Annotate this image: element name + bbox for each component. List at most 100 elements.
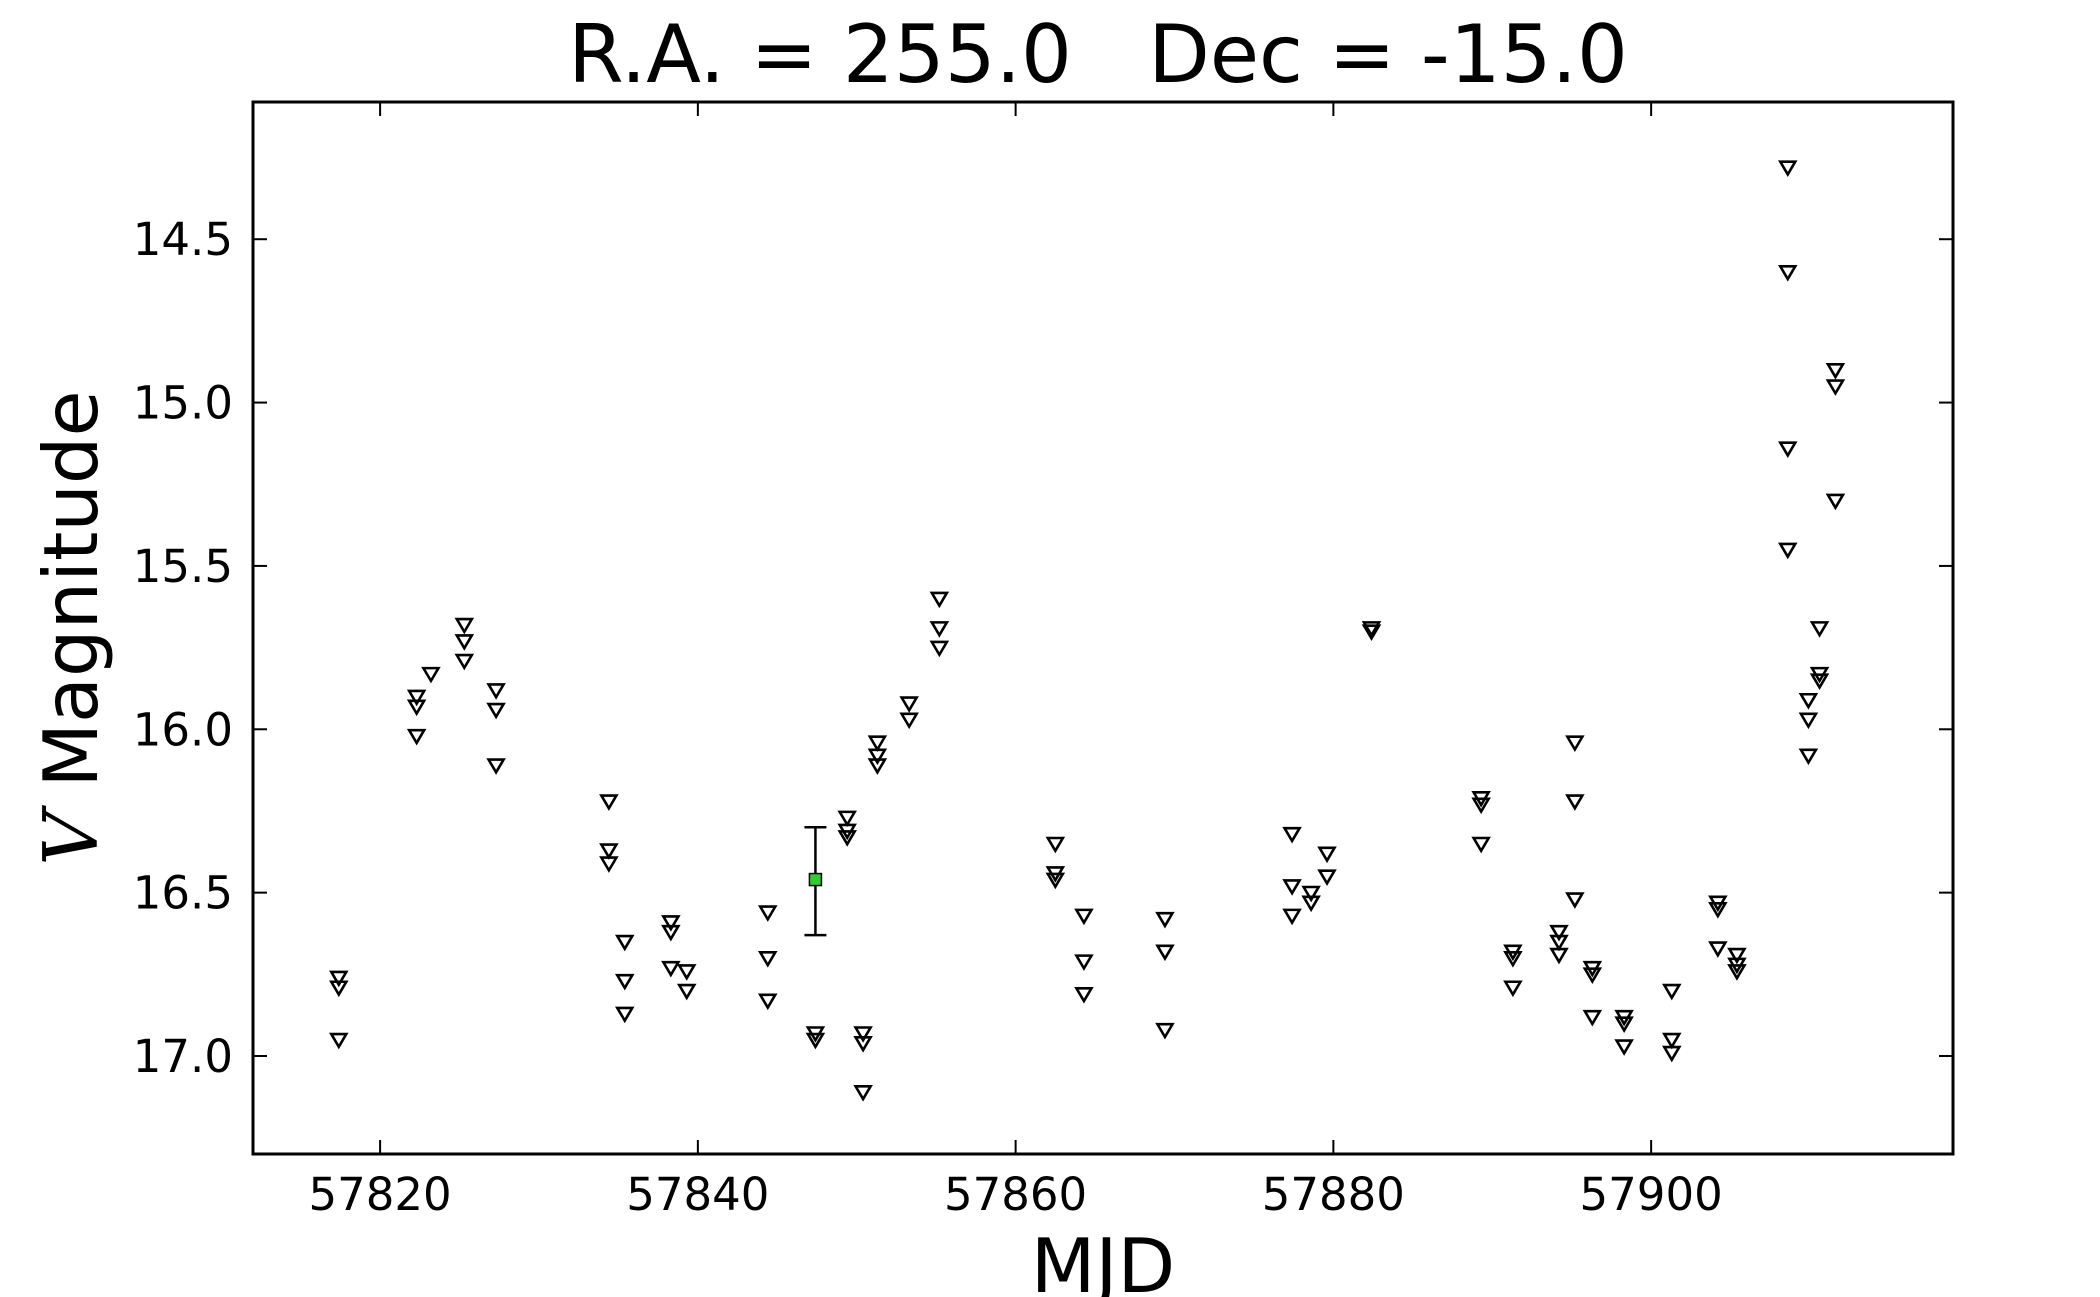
upper-limit-point bbox=[1565, 892, 1585, 909]
upper-limit-point bbox=[929, 640, 950, 658]
x-tick-label: 57900 bbox=[1580, 1168, 1723, 1221]
x-tick-label: 57860 bbox=[944, 1168, 1087, 1221]
upper-limit-point bbox=[1282, 826, 1302, 844]
upper-limit-point bbox=[899, 712, 919, 730]
chart-title: R.A. = 255.0 Dec = -15.0 bbox=[568, 8, 1628, 101]
y-tick-label: 16.0 bbox=[133, 703, 233, 756]
upper-limit-point bbox=[1662, 1045, 1682, 1063]
upper-limit-point bbox=[1614, 1016, 1634, 1034]
upper-limit-point bbox=[599, 794, 619, 811]
upper-limit-point bbox=[661, 924, 681, 942]
upper-limit-point bbox=[421, 666, 441, 684]
upper-limit-point bbox=[406, 699, 427, 717]
upper-limit-point bbox=[1582, 967, 1603, 984]
upper-limit-point bbox=[661, 915, 681, 932]
plot-frame bbox=[251, 100, 1955, 1156]
upper-limit-point bbox=[676, 983, 697, 1001]
y-tick-label: 17.0 bbox=[133, 1030, 233, 1083]
upper-limit-point bbox=[1155, 911, 1175, 929]
y-tick-label: 15.5 bbox=[133, 540, 233, 593]
upper-limit-point bbox=[867, 748, 888, 766]
y-axis-label-rest: Magnitude bbox=[27, 390, 115, 811]
upper-limit-point bbox=[1777, 542, 1798, 560]
upper-limit-point bbox=[661, 960, 681, 978]
upper-limit-point bbox=[757, 905, 778, 922]
upper-limit-point bbox=[1503, 980, 1523, 998]
y-tick-label: 15.0 bbox=[133, 377, 233, 430]
upper-limit-point bbox=[837, 830, 857, 847]
upper-limit-point bbox=[757, 951, 778, 968]
upper-limit-point bbox=[1549, 947, 1569, 965]
upper-limit-point bbox=[805, 1032, 826, 1050]
upper-limit-point bbox=[1708, 902, 1728, 919]
upper-limit-point bbox=[329, 1032, 349, 1050]
upper-limit-point bbox=[406, 689, 427, 707]
upper-limit-point bbox=[899, 696, 919, 713]
upper-limit-point bbox=[1361, 624, 1382, 641]
upper-limit-point bbox=[1471, 836, 1491, 854]
upper-limit-point bbox=[454, 634, 475, 651]
upper-limit-point bbox=[929, 621, 950, 638]
upper-limit-point bbox=[1727, 947, 1747, 965]
upper-limit-point bbox=[486, 758, 506, 775]
upper-limit-point bbox=[1282, 879, 1302, 896]
y-axis-label: V Magnitude bbox=[27, 390, 115, 865]
upper-limit-point bbox=[1798, 748, 1819, 766]
upper-limit-point bbox=[837, 810, 857, 828]
upper-limit-point bbox=[1155, 944, 1175, 962]
x-axis-label: MJD bbox=[1031, 1222, 1176, 1297]
upper-limit-point bbox=[329, 980, 349, 998]
upper-limit-point bbox=[1301, 895, 1321, 913]
upper-limit-point bbox=[1317, 869, 1337, 886]
upper-limit-point bbox=[1777, 160, 1798, 178]
upper-limit-point bbox=[406, 728, 427, 746]
upper-limit-point bbox=[615, 1006, 635, 1024]
upper-limit-point bbox=[1074, 954, 1094, 971]
upper-limit-point bbox=[454, 653, 475, 671]
y-axis-label-var: V bbox=[27, 805, 115, 866]
upper-limit-point bbox=[757, 993, 778, 1011]
upper-limit-point bbox=[929, 591, 950, 609]
upper-limit-point bbox=[599, 843, 619, 860]
upper-limit-point bbox=[1549, 924, 1569, 942]
upper-limit-point bbox=[1777, 441, 1798, 458]
upper-limit-point bbox=[1727, 964, 1747, 981]
upper-limit-point bbox=[867, 735, 888, 753]
upper-limit-point bbox=[1361, 621, 1382, 638]
upper-limit-point bbox=[1074, 908, 1094, 926]
upper-limit-point bbox=[1317, 846, 1337, 864]
upper-limit-point bbox=[1825, 493, 1846, 511]
upper-limit-point bbox=[853, 1085, 873, 1102]
upper-limit-point bbox=[1503, 951, 1523, 968]
upper-limit-point bbox=[1471, 797, 1491, 815]
y-tick-label: 14.5 bbox=[133, 213, 233, 266]
upper-limit-point bbox=[867, 758, 888, 775]
upper-limit-point bbox=[1825, 362, 1846, 380]
x-tick-label: 57820 bbox=[309, 1168, 452, 1221]
upper-limit-point bbox=[486, 702, 506, 720]
upper-limit-point bbox=[1301, 885, 1321, 903]
upper-limit-point bbox=[1809, 621, 1830, 638]
upper-limit-point bbox=[615, 973, 635, 991]
upper-limit-point bbox=[486, 683, 506, 700]
upper-limit-point bbox=[853, 1035, 873, 1053]
upper-limit-point bbox=[1565, 735, 1585, 753]
upper-limit-point bbox=[329, 970, 349, 988]
x-tick-label: 57880 bbox=[1262, 1168, 1405, 1221]
upper-limit-point bbox=[1809, 673, 1830, 690]
upper-limit-point bbox=[454, 617, 475, 635]
upper-limit-point bbox=[599, 856, 619, 873]
upper-limit-point bbox=[1549, 934, 1569, 952]
upper-limit-point bbox=[1777, 264, 1798, 282]
upper-limit-point bbox=[1798, 712, 1819, 730]
upper-limit-point bbox=[1614, 1039, 1634, 1056]
upper-limit-point bbox=[1798, 692, 1819, 710]
upper-limit-point bbox=[1045, 872, 1066, 890]
upper-limit-point bbox=[1662, 1032, 1682, 1050]
upper-limit-point bbox=[615, 934, 635, 952]
ticks-layer: 57820 57840 57860 57880 57900 14.5 15.0 15.5 16.… bbox=[133, 102, 1953, 1221]
upper-limit-point bbox=[1565, 794, 1585, 811]
upper-limit-point bbox=[853, 1026, 873, 1043]
marks-layer bbox=[329, 160, 1846, 1102]
